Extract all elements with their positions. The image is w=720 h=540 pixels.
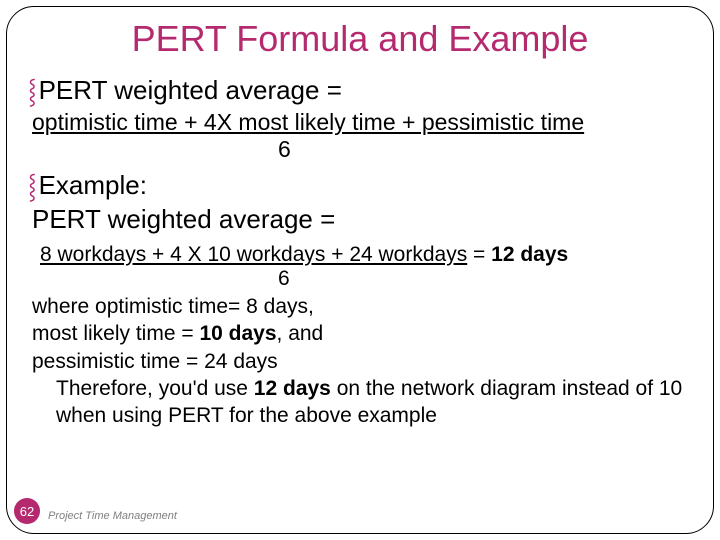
- therefore-a: Therefore, you'd use: [56, 377, 254, 400]
- formula-numerator: optimistic time + 4X most likely time + …: [32, 109, 692, 136]
- slide-content: PERT Formula and Example ⸾ PERT weighted…: [28, 18, 692, 512]
- example-line2: PERT weighted average =: [32, 204, 692, 235]
- therefore-line: Therefore, you'd use 12 days on the netw…: [56, 375, 692, 430]
- where-line-3: pessimistic time = 24 days: [32, 348, 692, 375]
- formula-denominator: 6: [278, 136, 692, 163]
- where2-b: 10 days: [199, 322, 276, 345]
- calc-line: 8 workdays + 4 X 10 workdays + 24 workda…: [40, 243, 692, 267]
- calc-result: 12 days: [491, 243, 568, 266]
- bullet-icon: ⸾: [28, 169, 35, 202]
- calc-underlined: 8 workdays + 4 X 10 workdays + 24 workda…: [40, 243, 467, 266]
- page-number-badge: 62: [14, 498, 40, 524]
- bullet-icon: ⸾: [28, 74, 35, 107]
- slide-title: PERT Formula and Example: [28, 18, 692, 60]
- calc-denominator: 6: [278, 267, 692, 291]
- bullet-line-2: ⸾ Example:: [28, 169, 692, 202]
- bullet-text-1: PERT weighted average =: [39, 75, 342, 106]
- example-label: Example:: [39, 170, 147, 201]
- where2-a: most likely time =: [32, 322, 199, 345]
- page-number: 62: [20, 504, 34, 519]
- where-line-1: where optimistic time= 8 days,: [32, 293, 692, 320]
- calc-eq: =: [467, 243, 491, 266]
- where-line-2: most likely time = 10 days, and: [32, 320, 692, 347]
- bullet-line-1: ⸾ PERT weighted average =: [28, 74, 692, 107]
- therefore-b: 12 days: [254, 377, 331, 400]
- footer-text: Project Time Management: [48, 510, 177, 522]
- where2-c: , and: [277, 322, 324, 345]
